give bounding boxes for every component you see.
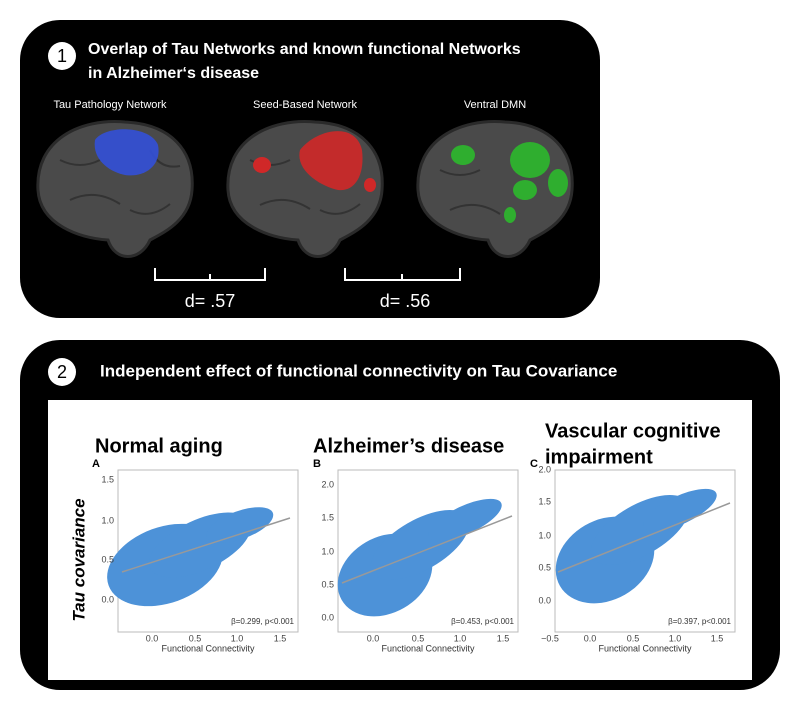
- regression-line: [121, 517, 291, 573]
- network-label: Seed-Based Network: [253, 99, 357, 111]
- y-tick-label: 2.0: [538, 464, 551, 474]
- x-tick-label: 1.5: [274, 633, 287, 643]
- y-tick-label: 0.0: [538, 595, 551, 605]
- number-badge: [48, 358, 76, 386]
- x-tick-label: 0.0: [367, 633, 380, 643]
- panel-number: 2: [57, 362, 67, 382]
- x-tick-label: 0.0: [146, 633, 159, 643]
- plot-title: impairment: [545, 446, 653, 468]
- x-tick-label: 1.5: [497, 633, 510, 643]
- brain: [36, 120, 194, 258]
- y-axis-label: Tau covariance: [69, 498, 88, 621]
- x-tick-label: 0.5: [627, 633, 640, 643]
- plot-letter: A: [92, 458, 100, 470]
- y-tick-label: 0.0: [321, 612, 334, 622]
- panel-title: Overlap of Tau Networks and known functi…: [88, 41, 521, 58]
- x-tick-label: 0.0: [584, 633, 597, 643]
- x-tick-label: 0.5: [189, 633, 202, 643]
- y-tick-label: 1.0: [321, 546, 334, 556]
- plot-letter: C: [530, 458, 538, 470]
- network-label: Ventral DMN: [464, 99, 526, 111]
- y-tick-label: 0.0: [101, 594, 114, 604]
- x-tick-label: 1.5: [711, 633, 724, 643]
- brain: [416, 120, 574, 258]
- stat-label: β=0.397, p<0.001: [668, 617, 731, 626]
- stat-label: β=0.299, p<0.001: [231, 617, 294, 626]
- scatter-cloud: [428, 498, 502, 542]
- x-tick-label: 1.0: [669, 633, 682, 643]
- panel-title: Independent effect of functional connect…: [100, 361, 617, 380]
- plot-letter: B: [313, 458, 321, 470]
- panel-number: 1: [57, 46, 67, 66]
- plot-title: Normal aging: [95, 435, 223, 457]
- effect-size: d= .56: [380, 291, 431, 311]
- scatter-cloud: [206, 507, 274, 543]
- x-axis-label: Functional Connectivity: [161, 643, 255, 653]
- y-tick-label: 0.5: [101, 554, 114, 564]
- bracket: [344, 268, 461, 281]
- scatter-cloud: [643, 488, 717, 532]
- effect-size: d= .57: [185, 291, 236, 311]
- regression-line: [341, 515, 513, 584]
- x-tick-label: 0.5: [412, 633, 425, 643]
- network-label: Tau Pathology Network: [53, 99, 167, 111]
- x-axis-label: Functional Connectivity: [598, 643, 692, 653]
- y-tick-label: 1.0: [538, 530, 551, 540]
- y-tick-label: 2.0: [321, 479, 334, 489]
- plot-title: Vascular cognitive: [545, 420, 721, 442]
- regression-line: [557, 502, 731, 573]
- y-tick-label: 0.5: [321, 579, 334, 589]
- x-tick-label: 1.0: [231, 633, 244, 643]
- x-axis-label: Functional Connectivity: [381, 643, 475, 653]
- number-badge: [48, 42, 76, 70]
- y-tick-label: 1.5: [101, 474, 114, 484]
- x-tick-label: −0.5: [541, 633, 559, 643]
- y-tick-label: 1.5: [321, 512, 334, 522]
- y-tick-label: 0.5: [538, 562, 551, 572]
- y-tick-label: 1.0: [101, 515, 114, 525]
- x-tick-label: 1.0: [454, 633, 467, 643]
- stat-label: β=0.453, p<0.001: [451, 617, 514, 626]
- bracket: [154, 268, 266, 281]
- brain: [226, 120, 384, 258]
- y-tick-label: 1.5: [538, 496, 551, 506]
- plot-title: Alzheimer’s disease: [313, 435, 504, 457]
- panel-title: in Alzheimer‘s disease: [88, 65, 259, 82]
